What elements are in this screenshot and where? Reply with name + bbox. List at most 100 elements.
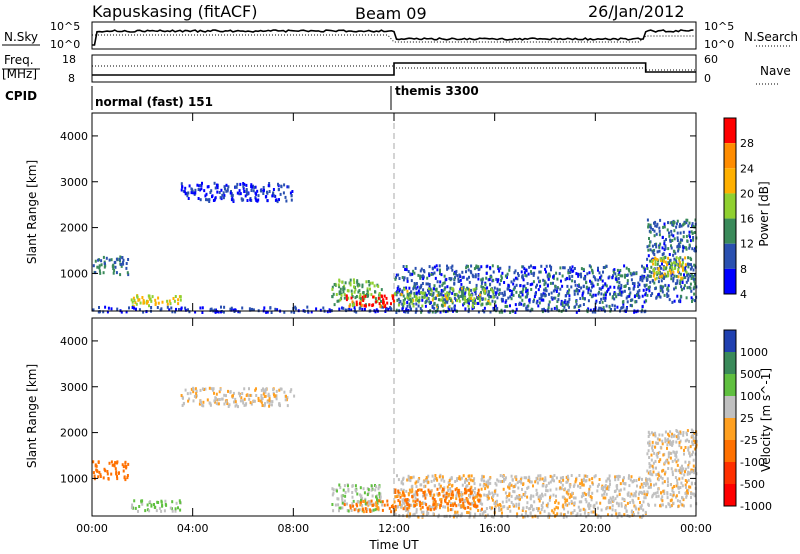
heatmap-cell xyxy=(504,300,507,304)
heatmap-cell xyxy=(354,288,357,292)
heatmap-cell xyxy=(599,276,601,280)
heatmap-cell xyxy=(632,494,635,498)
heatmap-cell xyxy=(679,272,682,276)
heatmap-cell xyxy=(422,296,425,299)
heatmap-cell xyxy=(194,310,197,314)
heatmap-cell xyxy=(439,506,441,510)
heatmap-cell xyxy=(428,490,431,494)
heatmap-cell xyxy=(432,296,435,300)
heatmap-cell xyxy=(515,290,518,294)
heatmap-cell xyxy=(275,397,278,401)
heatmap-cell xyxy=(635,272,638,276)
heatmap-cell xyxy=(177,302,180,306)
heatmap-cell xyxy=(278,198,280,202)
heatmap-cell xyxy=(401,491,404,495)
heatmap-cell xyxy=(670,274,673,277)
heatmap-cell xyxy=(402,278,405,282)
heatmap-cell xyxy=(397,303,400,307)
heatmap-cell xyxy=(498,310,501,314)
heatmap-cell xyxy=(165,503,168,507)
heatmap-cell xyxy=(428,300,431,304)
heatmap-cell xyxy=(405,265,408,268)
heatmap-cell xyxy=(171,507,173,511)
heatmap-cell xyxy=(392,505,395,509)
heatmap-cell xyxy=(608,485,611,489)
heatmap-cell xyxy=(643,274,646,278)
heatmap-cell xyxy=(406,304,409,308)
heatmap-cell xyxy=(444,295,447,298)
heatmap-cell xyxy=(469,269,472,273)
heatmap-cell xyxy=(352,278,355,282)
heatmap-cell xyxy=(272,192,274,196)
heatmap-cell xyxy=(593,475,596,479)
heatmap-cell xyxy=(568,277,571,281)
heatmap-cell xyxy=(350,289,353,293)
heatmap-cell xyxy=(582,296,584,300)
heatmap-cell xyxy=(157,501,160,504)
heatmap-cell xyxy=(411,487,414,490)
heatmap-cell xyxy=(268,397,271,401)
heatmap-cell xyxy=(451,264,454,268)
heatmap-cell xyxy=(407,500,410,504)
heatmap-cell xyxy=(666,458,669,462)
heatmap-cell xyxy=(215,402,218,406)
heatmap-cell xyxy=(658,433,661,437)
heatmap-cell xyxy=(687,446,690,450)
heatmap-cell xyxy=(153,505,156,509)
heatmap-cell xyxy=(600,292,603,296)
heatmap-cell xyxy=(545,270,547,274)
heatmap-cell xyxy=(644,293,647,297)
heatmap-cell xyxy=(446,264,448,268)
heatmap-cell xyxy=(555,487,558,491)
heatmap-cell xyxy=(376,502,379,506)
heatmap-cell xyxy=(331,295,334,298)
heatmap-cell xyxy=(496,478,499,482)
heatmap-cell xyxy=(650,294,653,297)
heatmap-cell xyxy=(238,189,241,193)
heatmap-cell xyxy=(237,310,240,314)
heatmap-cell xyxy=(178,499,181,503)
heatmap-cell xyxy=(487,479,490,483)
heatmap-cell xyxy=(607,287,610,291)
heatmap-cell xyxy=(609,506,611,510)
heatmap-cell xyxy=(472,494,475,498)
heatmap-cell xyxy=(669,499,672,503)
heatmap-cell xyxy=(149,297,152,301)
heatmap-cell xyxy=(500,507,503,511)
heatmap-cell xyxy=(440,498,443,501)
heatmap-cell xyxy=(409,299,412,303)
heatmap-cell xyxy=(540,298,543,302)
heatmap-cell xyxy=(331,493,334,497)
heatmap-cell xyxy=(633,285,636,288)
heatmap-cell xyxy=(656,222,659,226)
heatmap-cell xyxy=(549,496,551,500)
heatmap-cell xyxy=(648,443,651,447)
heatmap-cell xyxy=(477,265,480,269)
heatmap-cell xyxy=(408,293,411,297)
heatmap-cell xyxy=(381,503,384,507)
heatmap-cell xyxy=(271,194,274,198)
heatmap-cell xyxy=(495,277,498,281)
heatmap-cell xyxy=(627,493,630,497)
heatmap-cell xyxy=(346,289,349,293)
heatmap-cell xyxy=(514,497,517,501)
heatmap-cell xyxy=(649,248,652,252)
beam-label: Beam 09 xyxy=(355,4,427,23)
heatmap-cell xyxy=(565,515,568,519)
heatmap-cell xyxy=(230,192,233,196)
heatmap-cell xyxy=(679,466,682,470)
heatmap-cell xyxy=(415,298,417,302)
heatmap-cell xyxy=(233,400,235,404)
heatmap-cell xyxy=(106,472,109,476)
heatmap-cell xyxy=(558,272,561,276)
heatmap-cell xyxy=(687,224,690,228)
heatmap-cell xyxy=(435,477,438,480)
heatmap-cell xyxy=(667,284,670,288)
heatmap-cell xyxy=(241,392,244,395)
heatmap-cell xyxy=(111,463,114,467)
heatmap-cell xyxy=(97,258,100,262)
heatmap-cell xyxy=(326,310,329,314)
heatmap-cell xyxy=(408,515,411,519)
heatmap-cell xyxy=(655,232,658,236)
heatmap-cell xyxy=(516,481,519,485)
